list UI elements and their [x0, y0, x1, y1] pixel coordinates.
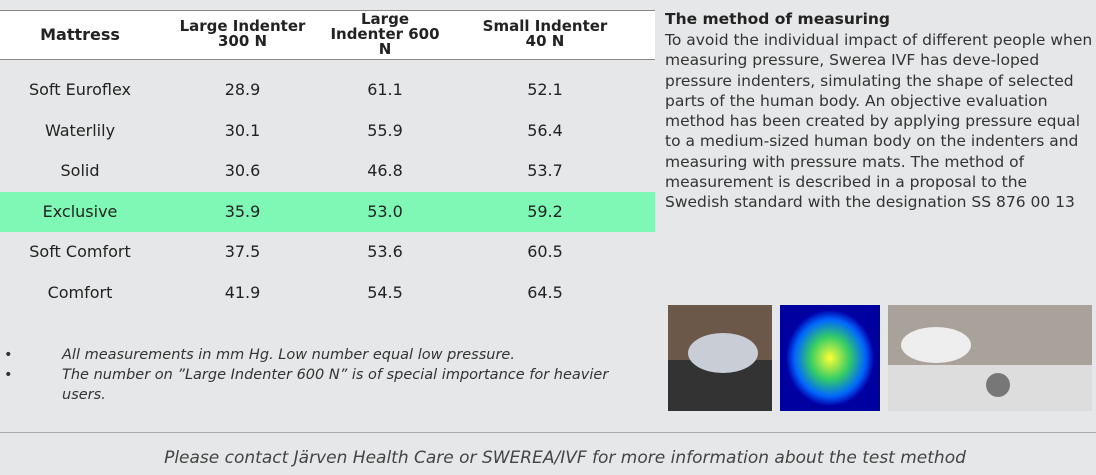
table-cell: 53.0	[367, 201, 403, 221]
table-row: Exclusive 35.9 53.0 59.2	[0, 191, 655, 232]
table-cell: 53.7	[527, 161, 563, 180]
table-cell: Comfort	[47, 282, 113, 302]
table-cell: 54.5	[367, 282, 403, 302]
table-cell: 64.5	[527, 282, 563, 302]
header-cell: Large Indenter 300 N	[179, 17, 306, 50]
table-cell: 52.1	[527, 80, 563, 99]
bullet: •	[4, 367, 13, 383]
note: The number on ”Large Indenter 600 N” is …	[62, 367, 609, 403]
table-cell: 46.8	[367, 161, 403, 180]
table-header-bg	[0, 10, 655, 60]
table-row: Soft Euroflex 28.9 61.1 52.1	[0, 70, 655, 110]
table-cell: 56.4	[527, 120, 563, 140]
table-cell: 61.1	[367, 80, 403, 99]
table-cell: 28.9	[224, 80, 261, 99]
table-cell: 55.9	[367, 120, 403, 140]
footer: Please contact Järven Health Care or SWE…	[164, 448, 966, 468]
method-text: To avoid the individual impact of differ…	[665, 31, 1093, 212]
header-cell: Small Indenter 40 N	[482, 17, 608, 50]
note: All measurements in mm Hg. Low number eq…	[62, 347, 515, 363]
method-title: The method of measuring	[665, 10, 891, 28]
table-cell: 37.5	[224, 242, 261, 261]
table-cell: 59.2	[527, 201, 563, 221]
table-cell: Waterlily	[44, 120, 116, 140]
table-row: Comfort 41.9 54.5 64.5	[0, 273, 655, 313]
table-row: Waterlily 30.1 55.9 56.4	[0, 111, 655, 151]
table-cell: 41.9	[224, 282, 261, 302]
table-cell: 60.5	[527, 242, 563, 261]
table-cell: Soft Euroflex	[28, 80, 132, 99]
table-row: Soft Comfort 37.5 53.6 60.5	[0, 232, 655, 272]
table-cell: 53.6	[367, 242, 403, 261]
divider	[0, 432, 1096, 433]
table-cell: 35.9	[224, 201, 261, 221]
header-cell: Large Indenter 600 N	[330, 9, 440, 58]
table-cell: Exclusive	[42, 201, 118, 221]
table-row: Solid 30.6 46.8 53.7	[0, 151, 655, 191]
images	[668, 305, 1092, 411]
header-cell: Mattress	[40, 24, 120, 44]
table-cell: 30.6	[224, 161, 261, 180]
table-cell: 30.1	[224, 120, 261, 140]
bullet: •	[4, 347, 13, 363]
table-cell: Soft Comfort	[29, 242, 131, 261]
table-cell: Solid	[60, 161, 100, 180]
